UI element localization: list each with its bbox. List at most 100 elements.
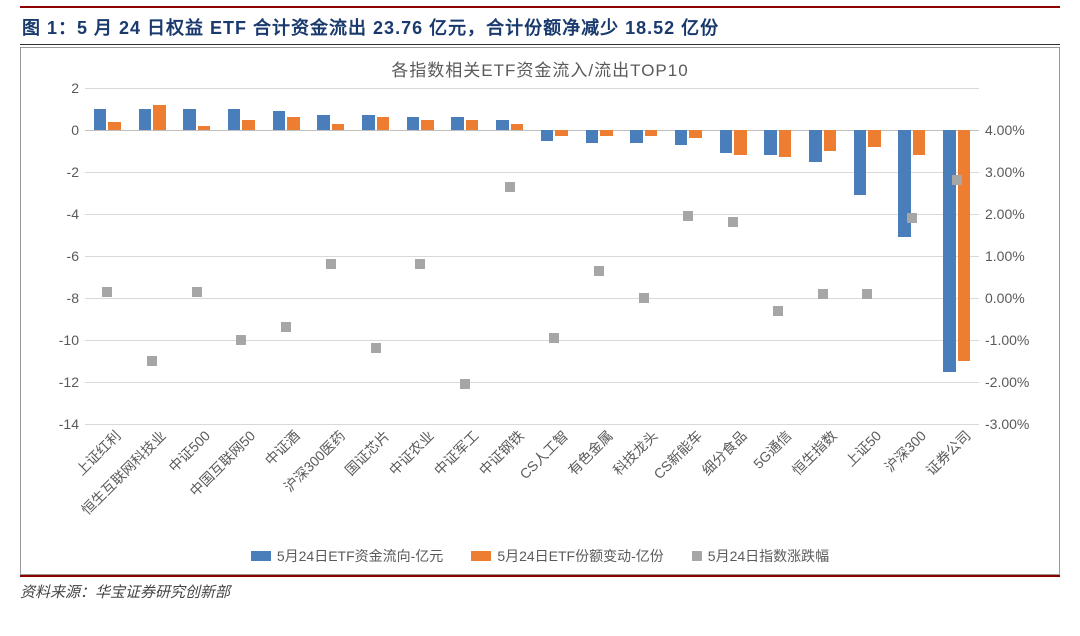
y-tick-right: -3.00% (985, 416, 1045, 432)
marker-return (952, 175, 962, 185)
legend-item-share: 5月24日ETF份额变动-亿份 (471, 546, 663, 566)
x-tick-label: 细分食品 (698, 426, 752, 480)
chart-panel: 各指数相关ETF资金流入/流出TOP10 -14-3.00%-12-2.00%-… (20, 47, 1060, 575)
marker-return (683, 211, 693, 221)
marker-return (236, 335, 246, 345)
marker-return (326, 259, 336, 269)
x-tick-label: CS新能车 (649, 426, 707, 484)
y-tick-right: 3.00% (985, 164, 1045, 180)
y-tick-left: -4 (39, 206, 79, 222)
bar-flow (183, 109, 196, 130)
bar-share (332, 124, 345, 130)
bar-share (287, 117, 300, 130)
y-tick-left: -14 (39, 416, 79, 432)
bar-share (913, 130, 926, 155)
marker-return (281, 322, 291, 332)
bar-share (466, 120, 479, 131)
marker-return (505, 182, 515, 192)
bar-flow (362, 115, 375, 130)
y-tick-right: 4.00% (985, 122, 1045, 138)
marker-return (102, 287, 112, 297)
bar-share (689, 130, 702, 138)
bar-flow (541, 130, 554, 141)
bar-share (734, 130, 747, 155)
legend-item-flow: 5月24日ETF资金流向-亿元 (251, 546, 443, 566)
plot-area: -14-3.00%-12-2.00%-10-1.00%-80.00%-61.00… (85, 88, 979, 424)
legend-swatch-blue (251, 551, 271, 561)
bar-share (242, 120, 255, 131)
bar-flow (943, 130, 956, 372)
legend-item-return: 5月24日指数涨跌幅 (692, 546, 829, 566)
marker-return (415, 259, 425, 269)
bar-flow (675, 130, 688, 145)
figure-caption: 图 1：5 月 24 日权益 ETF 合计资金流出 23.76 亿元，合计份额净… (22, 18, 719, 38)
bar-flow (407, 117, 420, 130)
y-tick-left: -8 (39, 290, 79, 306)
bar-share (555, 130, 568, 136)
y-tick-left: -6 (39, 248, 79, 264)
x-tick-label: 沪深300 (880, 426, 930, 476)
marker-return (371, 343, 381, 353)
bar-flow (496, 120, 509, 131)
bar-flow (809, 130, 822, 162)
y-tick-left: 0 (39, 122, 79, 138)
bar-flow (94, 109, 107, 130)
bar-share (958, 130, 971, 361)
marker-return (147, 356, 157, 366)
legend-label: 5月24日ETF份额变动-亿份 (497, 546, 663, 566)
bar-flow (586, 130, 599, 143)
y-tick-left: 2 (39, 80, 79, 96)
bar-flow (317, 115, 330, 130)
source-text: 资料来源：华宝证券研究创新部 (20, 584, 230, 601)
bar-flow (630, 130, 643, 143)
bar-share (421, 120, 434, 131)
marker-return (862, 289, 872, 299)
chart-title: 各指数相关ETF资金流入/流出TOP10 (21, 48, 1059, 83)
marker-return (773, 306, 783, 316)
x-tick-label: 有色金属 (563, 426, 617, 480)
x-tick-label: 国证芯片 (340, 426, 394, 480)
bar-share (377, 117, 390, 130)
bar-share (198, 126, 211, 130)
marker-return (549, 333, 559, 343)
legend: 5月24日ETF资金流向-亿元 5月24日ETF份额变动-亿份 5月24日指数涨… (21, 546, 1059, 566)
bar-flow (720, 130, 733, 153)
bar-share (868, 130, 881, 147)
y-tick-left: -2 (39, 164, 79, 180)
marker-return (192, 287, 202, 297)
y-tick-right: -2.00% (985, 374, 1045, 390)
y-tick-right: 1.00% (985, 248, 1045, 264)
bar-flow (273, 111, 286, 130)
y-tick-right: 2.00% (985, 206, 1045, 222)
bar-flow (451, 117, 464, 130)
legend-label: 5月24日指数涨跌幅 (708, 546, 829, 566)
x-tick-label: 中证农业 (385, 426, 439, 480)
bar-share (645, 130, 658, 136)
bar-share (779, 130, 792, 157)
bar-share (108, 122, 121, 130)
marker-return (594, 266, 604, 276)
x-tick-label: 证券公司 (921, 426, 975, 480)
y-tick-left: -12 (39, 374, 79, 390)
bar-share (600, 130, 613, 136)
bar-flow (139, 109, 152, 130)
y-tick-left: -10 (39, 332, 79, 348)
legend-swatch-orange (471, 551, 491, 561)
x-tick-label: 上证50 (840, 426, 885, 471)
y-tick-right: 0.00% (985, 290, 1045, 306)
marker-return (728, 217, 738, 227)
bar-share (153, 105, 166, 130)
bar-flow (764, 130, 777, 155)
x-tick-label: 恒生指数 (787, 426, 841, 480)
x-axis-labels: 上证红利恒生互联网科技业中证500中国互联网50中证酒沪深300医药国证芯片中证… (85, 426, 979, 526)
marker-return (460, 379, 470, 389)
marker-return (907, 213, 917, 223)
bar-share (511, 124, 524, 130)
bar-flow (228, 109, 241, 130)
marker-return (818, 289, 828, 299)
legend-label: 5月24日ETF资金流向-亿元 (277, 546, 443, 566)
bar-flow (854, 130, 867, 195)
marker-return (639, 293, 649, 303)
x-tick-label: 中证军工 (429, 426, 483, 480)
y-tick-right: -1.00% (985, 332, 1045, 348)
